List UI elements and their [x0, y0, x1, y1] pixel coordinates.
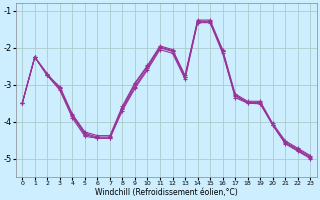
X-axis label: Windchill (Refroidissement éolien,°C): Windchill (Refroidissement éolien,°C) [95, 188, 238, 197]
